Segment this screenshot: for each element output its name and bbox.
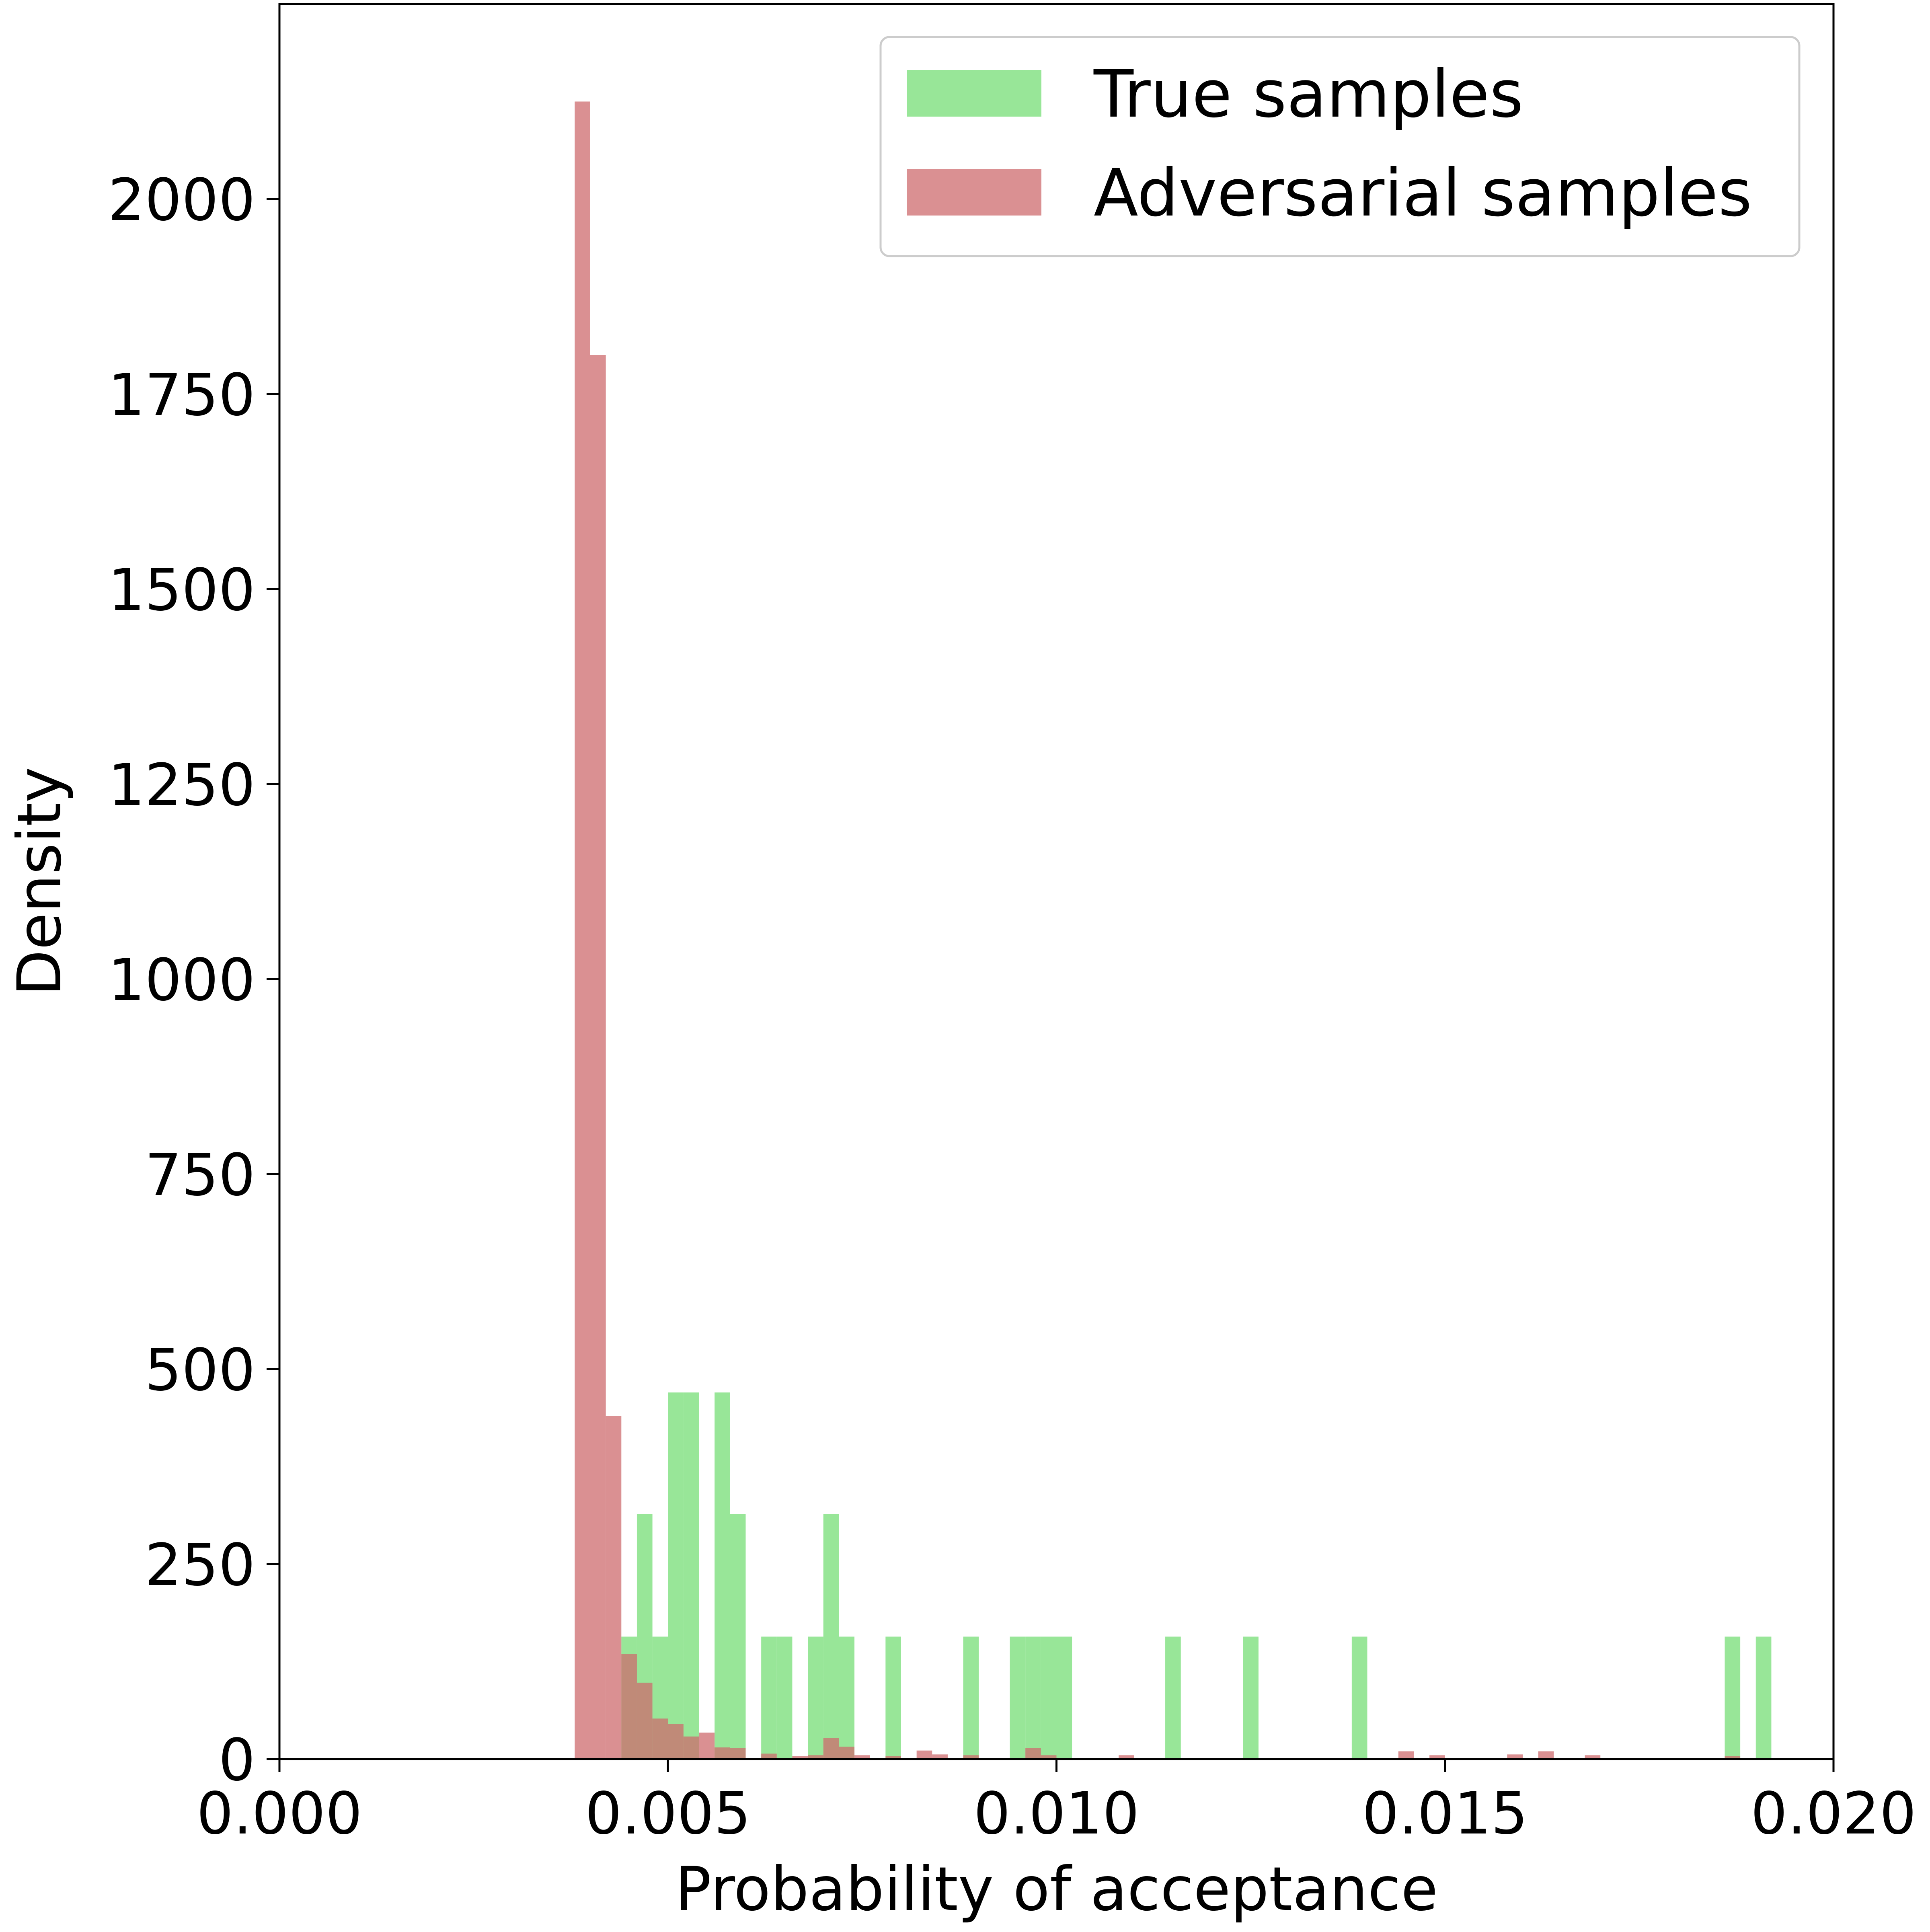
bar [668, 1392, 684, 1759]
bar [606, 1416, 622, 1759]
bar [776, 1636, 793, 1759]
bar [839, 1746, 855, 1759]
bar [1010, 1636, 1026, 1759]
bars-layer [575, 101, 1772, 1759]
bar [1119, 1755, 1134, 1759]
bar [575, 101, 590, 1759]
plot-frame [278, 3, 1835, 1760]
bar [885, 1636, 901, 1759]
bar [808, 1636, 823, 1759]
y-tick-label: 250 [145, 1531, 255, 1599]
bar [652, 1718, 668, 1759]
bar [823, 1514, 839, 1759]
bar [1041, 1755, 1057, 1759]
bar [808, 1755, 823, 1759]
y-tick-label: 2000 [108, 166, 255, 234]
bar [916, 1750, 932, 1759]
legend: True samples Adversarial samples [879, 36, 1801, 257]
bar [715, 1747, 730, 1759]
y-tick-label: 750 [145, 1141, 255, 1209]
bar [1056, 1636, 1072, 1759]
bar [885, 1756, 901, 1759]
bar [1755, 1636, 1772, 1759]
bar [1507, 1754, 1523, 1759]
legend-box [879, 36, 1801, 257]
x-tick-label: 0.000 [197, 1780, 362, 1847]
bar [963, 1755, 979, 1759]
bar [761, 1753, 777, 1759]
series-adversarial-samples [575, 101, 1741, 1759]
bar [1398, 1751, 1414, 1759]
y-tick-label: 1000 [108, 946, 255, 1014]
bar [1041, 1636, 1057, 1759]
bar [1025, 1636, 1041, 1759]
bar [823, 1738, 839, 1759]
bar [1025, 1748, 1041, 1759]
bar [854, 1755, 870, 1759]
bar [1429, 1755, 1445, 1759]
series-true-samples [621, 1392, 1772, 1759]
bar [1351, 1636, 1367, 1759]
bar [730, 1748, 746, 1759]
bar [1725, 1636, 1741, 1759]
bar [761, 1636, 777, 1759]
ticks-layer: 0.000 0.005 0.010 0.015 0.020 0 250 500 750 1000 1… [108, 166, 1917, 1847]
bar [1538, 1751, 1554, 1759]
x-tick-label: 0.005 [585, 1780, 751, 1847]
bar [792, 1756, 808, 1759]
x-tick-label: 0.020 [1751, 1780, 1916, 1847]
y-tick-label: 0 [218, 1726, 255, 1794]
legend-label-adversarial-samples: Adversarial samples [1094, 156, 1752, 231]
bar [668, 1724, 684, 1759]
legend-swatch-true-samples [907, 70, 1041, 117]
bar [730, 1514, 746, 1759]
bar [699, 1733, 715, 1759]
bar [590, 355, 606, 1759]
bar [839, 1636, 855, 1759]
y-tick-label: 1500 [108, 556, 255, 624]
bar [621, 1654, 637, 1759]
bar [715, 1392, 730, 1759]
bar [683, 1736, 699, 1759]
bar [963, 1636, 979, 1759]
bar [1165, 1636, 1181, 1759]
x-tick-label: 0.010 [973, 1780, 1139, 1847]
x-axis-label: Probability of acceptance [675, 1854, 1438, 1924]
bar [636, 1682, 653, 1759]
x-tick-label: 0.015 [1362, 1780, 1528, 1847]
y-tick-label: 500 [145, 1336, 255, 1404]
bar [683, 1392, 699, 1759]
y-axis-label: Density [5, 767, 75, 996]
y-tick-label: 1750 [108, 361, 255, 429]
bar [1725, 1756, 1741, 1759]
legend-swatch-adversarial-samples [907, 169, 1041, 216]
y-tick-label: 1250 [108, 751, 255, 819]
bar [1243, 1636, 1259, 1759]
legend-label-true-samples: True samples [1093, 57, 1523, 132]
bar [932, 1754, 948, 1759]
bar [1585, 1755, 1601, 1759]
